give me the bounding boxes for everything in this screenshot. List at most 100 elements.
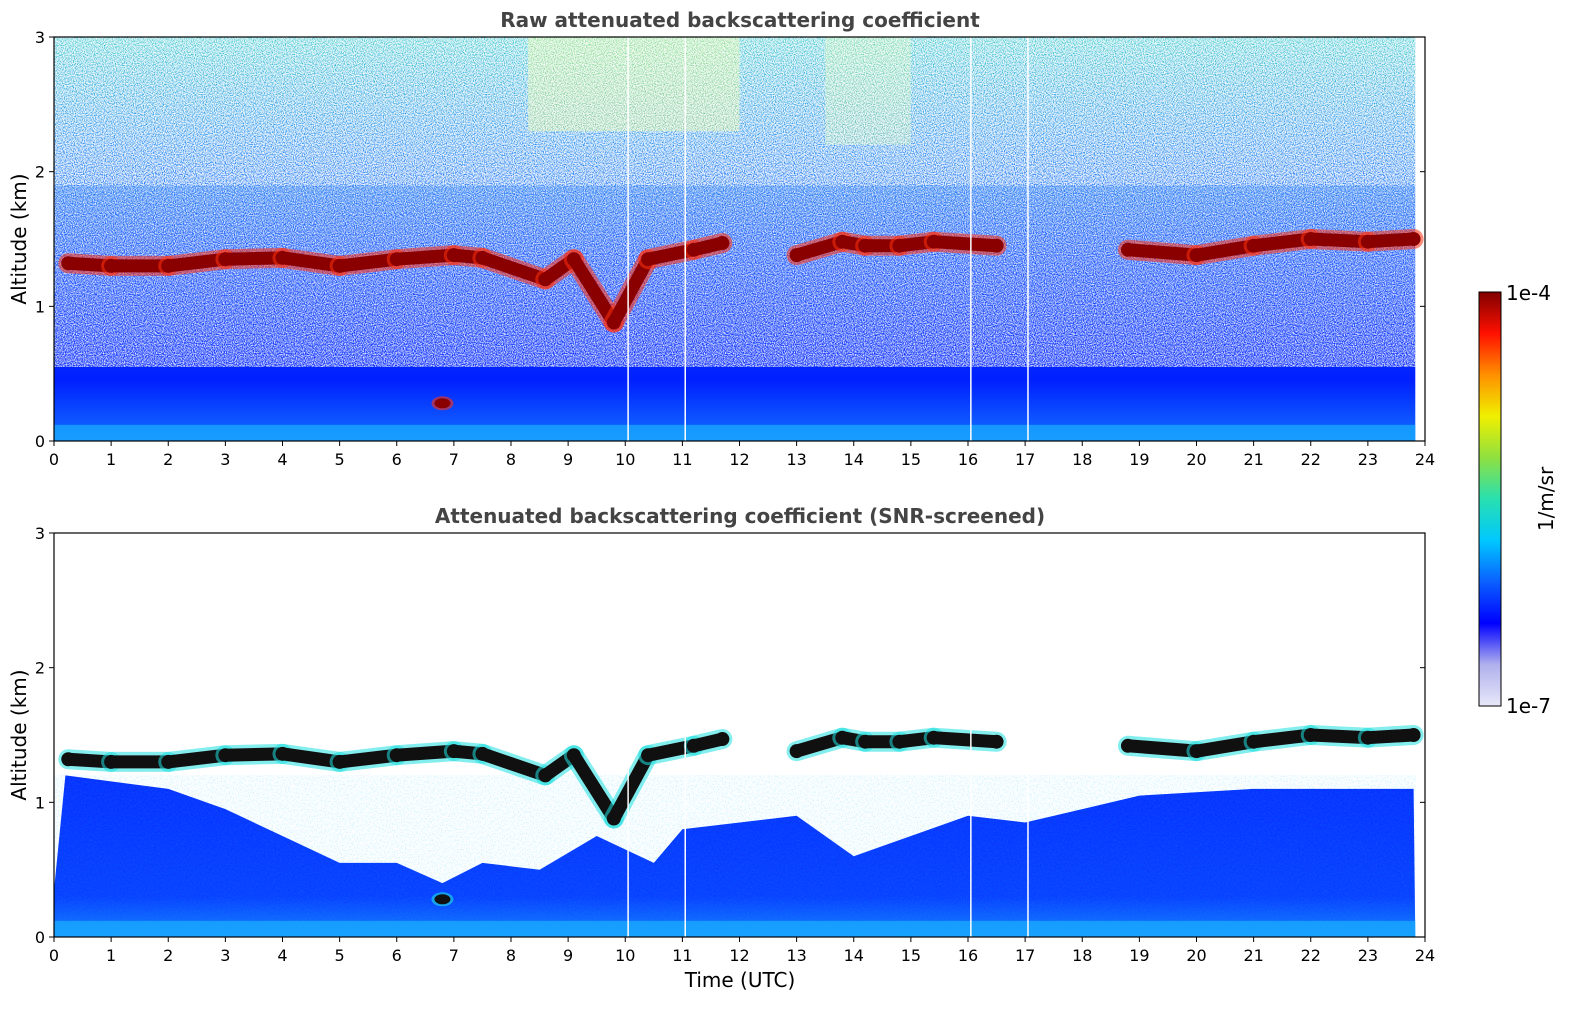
x-tick-label: 22 (1301, 946, 1321, 965)
x-tick-label: 2 (163, 450, 173, 469)
x-tick-label: 21 (1243, 946, 1263, 965)
y-axis-label-screened: Altitude (km) (7, 669, 31, 800)
y-tick-label: 2 (35, 163, 45, 182)
cloud-layer-segment (927, 731, 1004, 749)
cloud-point (686, 738, 701, 753)
cloud-point (1406, 232, 1421, 246)
cloud-point (332, 258, 347, 273)
cloud-point (218, 252, 233, 267)
panel-raw: 0 1 2 3 4 5 6 7 8 9 10 11 12 13 14 15 16 17 18 19 20 21 22 23 24… (35, 28, 1435, 469)
cloud-point (389, 748, 404, 763)
x-tick-label: 3 (220, 946, 230, 965)
x-tick-label: 24 (1415, 450, 1435, 469)
x-tick-label: 13 (786, 450, 806, 469)
x-tick-label: 15 (901, 946, 921, 965)
signal-texture (54, 775, 1416, 937)
colorbar-min-label: 1e-7 (1506, 694, 1551, 718)
cloud-point (835, 730, 850, 745)
x-tick-label: 11 (672, 946, 692, 965)
cloud-point (835, 234, 850, 249)
x-tick-label: 23 (1358, 946, 1378, 965)
cloud-layer-segment (1121, 739, 1203, 758)
x-tick-label: 20 (1186, 450, 1206, 469)
cloud-layer-segment (607, 252, 655, 329)
cloud-point (989, 734, 1004, 749)
cloud-point (161, 258, 176, 273)
x-tick-label: 9 (563, 946, 573, 965)
colorbar-scale (1478, 291, 1502, 707)
cloud-point (1120, 738, 1135, 753)
cloud-point (104, 754, 119, 769)
x-tick-label: 16 (958, 946, 978, 965)
surface-layer (54, 920, 1416, 937)
cloud-point (715, 236, 730, 251)
x-tick-label: 23 (1358, 450, 1378, 469)
cloud-point (538, 272, 553, 287)
cloud-point (1360, 234, 1375, 249)
x-tick-label: 1 (106, 450, 116, 469)
x-tick-label: 4 (277, 946, 287, 965)
cloud-point (61, 752, 76, 767)
cloud-point (566, 748, 581, 763)
cloud-layer-segment (567, 748, 621, 825)
low-cloud (434, 894, 451, 905)
x-tick-label: 10 (615, 946, 635, 965)
cloud-point (858, 734, 873, 749)
x-tick-label: 22 (1301, 450, 1321, 469)
x-tick-label: 12 (729, 450, 749, 469)
cloud-layer-segment (475, 251, 552, 286)
cloud-point (892, 238, 907, 253)
cloud-point (606, 315, 621, 330)
cloud-point (275, 746, 290, 761)
x-tick-label: 19 (1129, 450, 1149, 469)
x-tick-label: 7 (449, 946, 459, 965)
x-tick-label: 8 (506, 450, 516, 469)
cloud-point (104, 258, 119, 273)
plot-area-screened (54, 533, 1424, 937)
x-tick-label: 17 (1015, 946, 1035, 965)
cloud-point (641, 748, 656, 763)
cloud-point (61, 256, 76, 271)
cloud-layer-segment (1121, 243, 1203, 262)
cloud-point (1303, 728, 1318, 742)
x-tick-label: 3 (220, 450, 230, 469)
surface-layer (54, 424, 1416, 441)
x-tick-label: 8 (506, 946, 516, 965)
cloud-point (1120, 242, 1135, 257)
panel-screened: 0 1 2 3 4 5 6 7 8 9 10 11 12 13 14 15 16 17 18 19 20 21 22 23 24… (35, 524, 1435, 965)
low-cloud (434, 398, 451, 409)
cloud-point (1246, 238, 1261, 253)
x-axis-label: Time (UTC) (684, 968, 796, 992)
x-tick-label: 17 (1015, 450, 1035, 469)
x-tick-label: 12 (729, 946, 749, 965)
cloud-point (789, 744, 804, 759)
cloud-point (1303, 232, 1318, 246)
x-tick-label: 24 (1415, 946, 1435, 965)
x-tick-label: 18 (1072, 946, 1092, 965)
cloud-point (715, 732, 730, 747)
y-tick-label: 0 (35, 928, 45, 947)
x-tick-label: 7 (449, 450, 459, 469)
cloud-point (161, 754, 176, 769)
x-tick-label: 0 (49, 450, 59, 469)
x-tick-label: 6 (392, 450, 402, 469)
cloud-layer-segment (607, 748, 655, 825)
cloud-point (218, 748, 233, 763)
x-tick-label: 11 (672, 450, 692, 469)
x-tick-label: 2 (163, 946, 173, 965)
x-tick-label: 14 (844, 946, 864, 965)
y-tick-label: 0 (35, 432, 45, 451)
cloud-point (1189, 744, 1204, 759)
x-tick-label: 14 (844, 450, 864, 469)
cloud-point (389, 252, 404, 267)
cloud-point (566, 252, 581, 267)
x-tick-label: 16 (958, 450, 978, 469)
cloud-point (332, 754, 347, 769)
cloud-point (926, 234, 941, 249)
cloud-point (892, 734, 907, 749)
x-tick-label: 13 (786, 946, 806, 965)
y-tick-label: 3 (35, 28, 45, 47)
cloud-layer-segment (1361, 232, 1421, 249)
cloud-point (686, 242, 701, 257)
